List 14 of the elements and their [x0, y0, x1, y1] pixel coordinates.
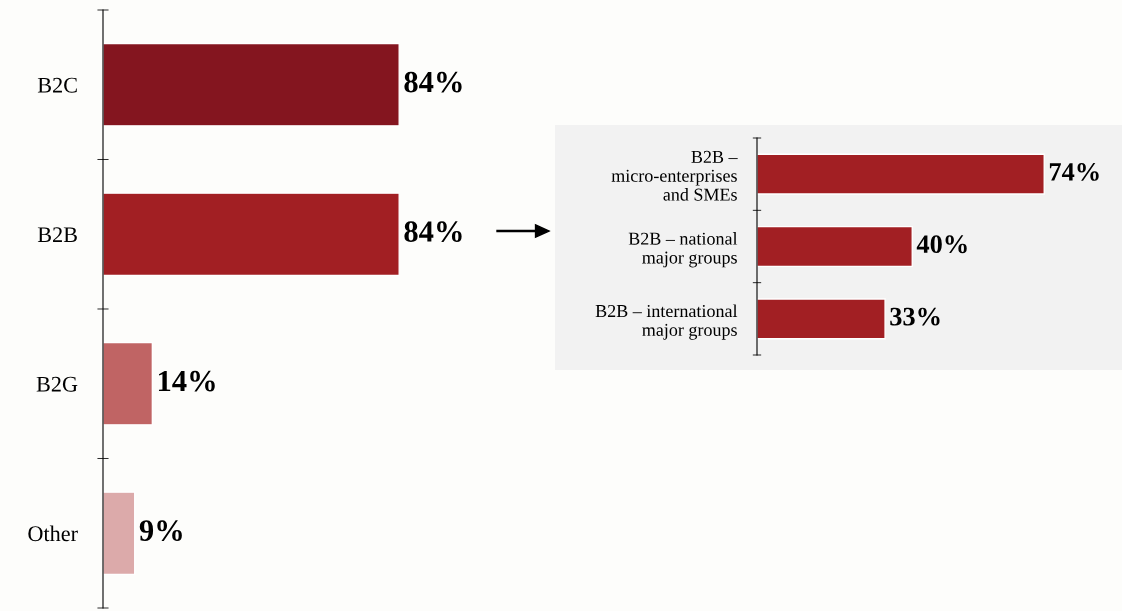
- data-label: 84%: [404, 71, 462, 93]
- data-label: 14%: [158, 370, 215, 392]
- data-label: 40%: [916, 235, 967, 254]
- data-label: 84%: [404, 221, 462, 242]
- y-tick-label: B2G: [36, 376, 78, 392]
- y-tick-label: B2B – micro-enterprises and SMEs: [611, 150, 738, 201]
- data-label: 74%: [1049, 162, 1099, 181]
- y-tick-label: B2B – national major groups: [628, 232, 738, 268]
- data-label: 33%: [890, 307, 940, 326]
- data-label: 9%: [139, 520, 182, 541]
- y-tick-label: B2B – international major groups: [595, 304, 738, 340]
- y-tick-label: B2C: [37, 77, 77, 93]
- y-tick-label: B2B: [37, 227, 77, 243]
- y-tick-label: Other: [28, 525, 78, 542]
